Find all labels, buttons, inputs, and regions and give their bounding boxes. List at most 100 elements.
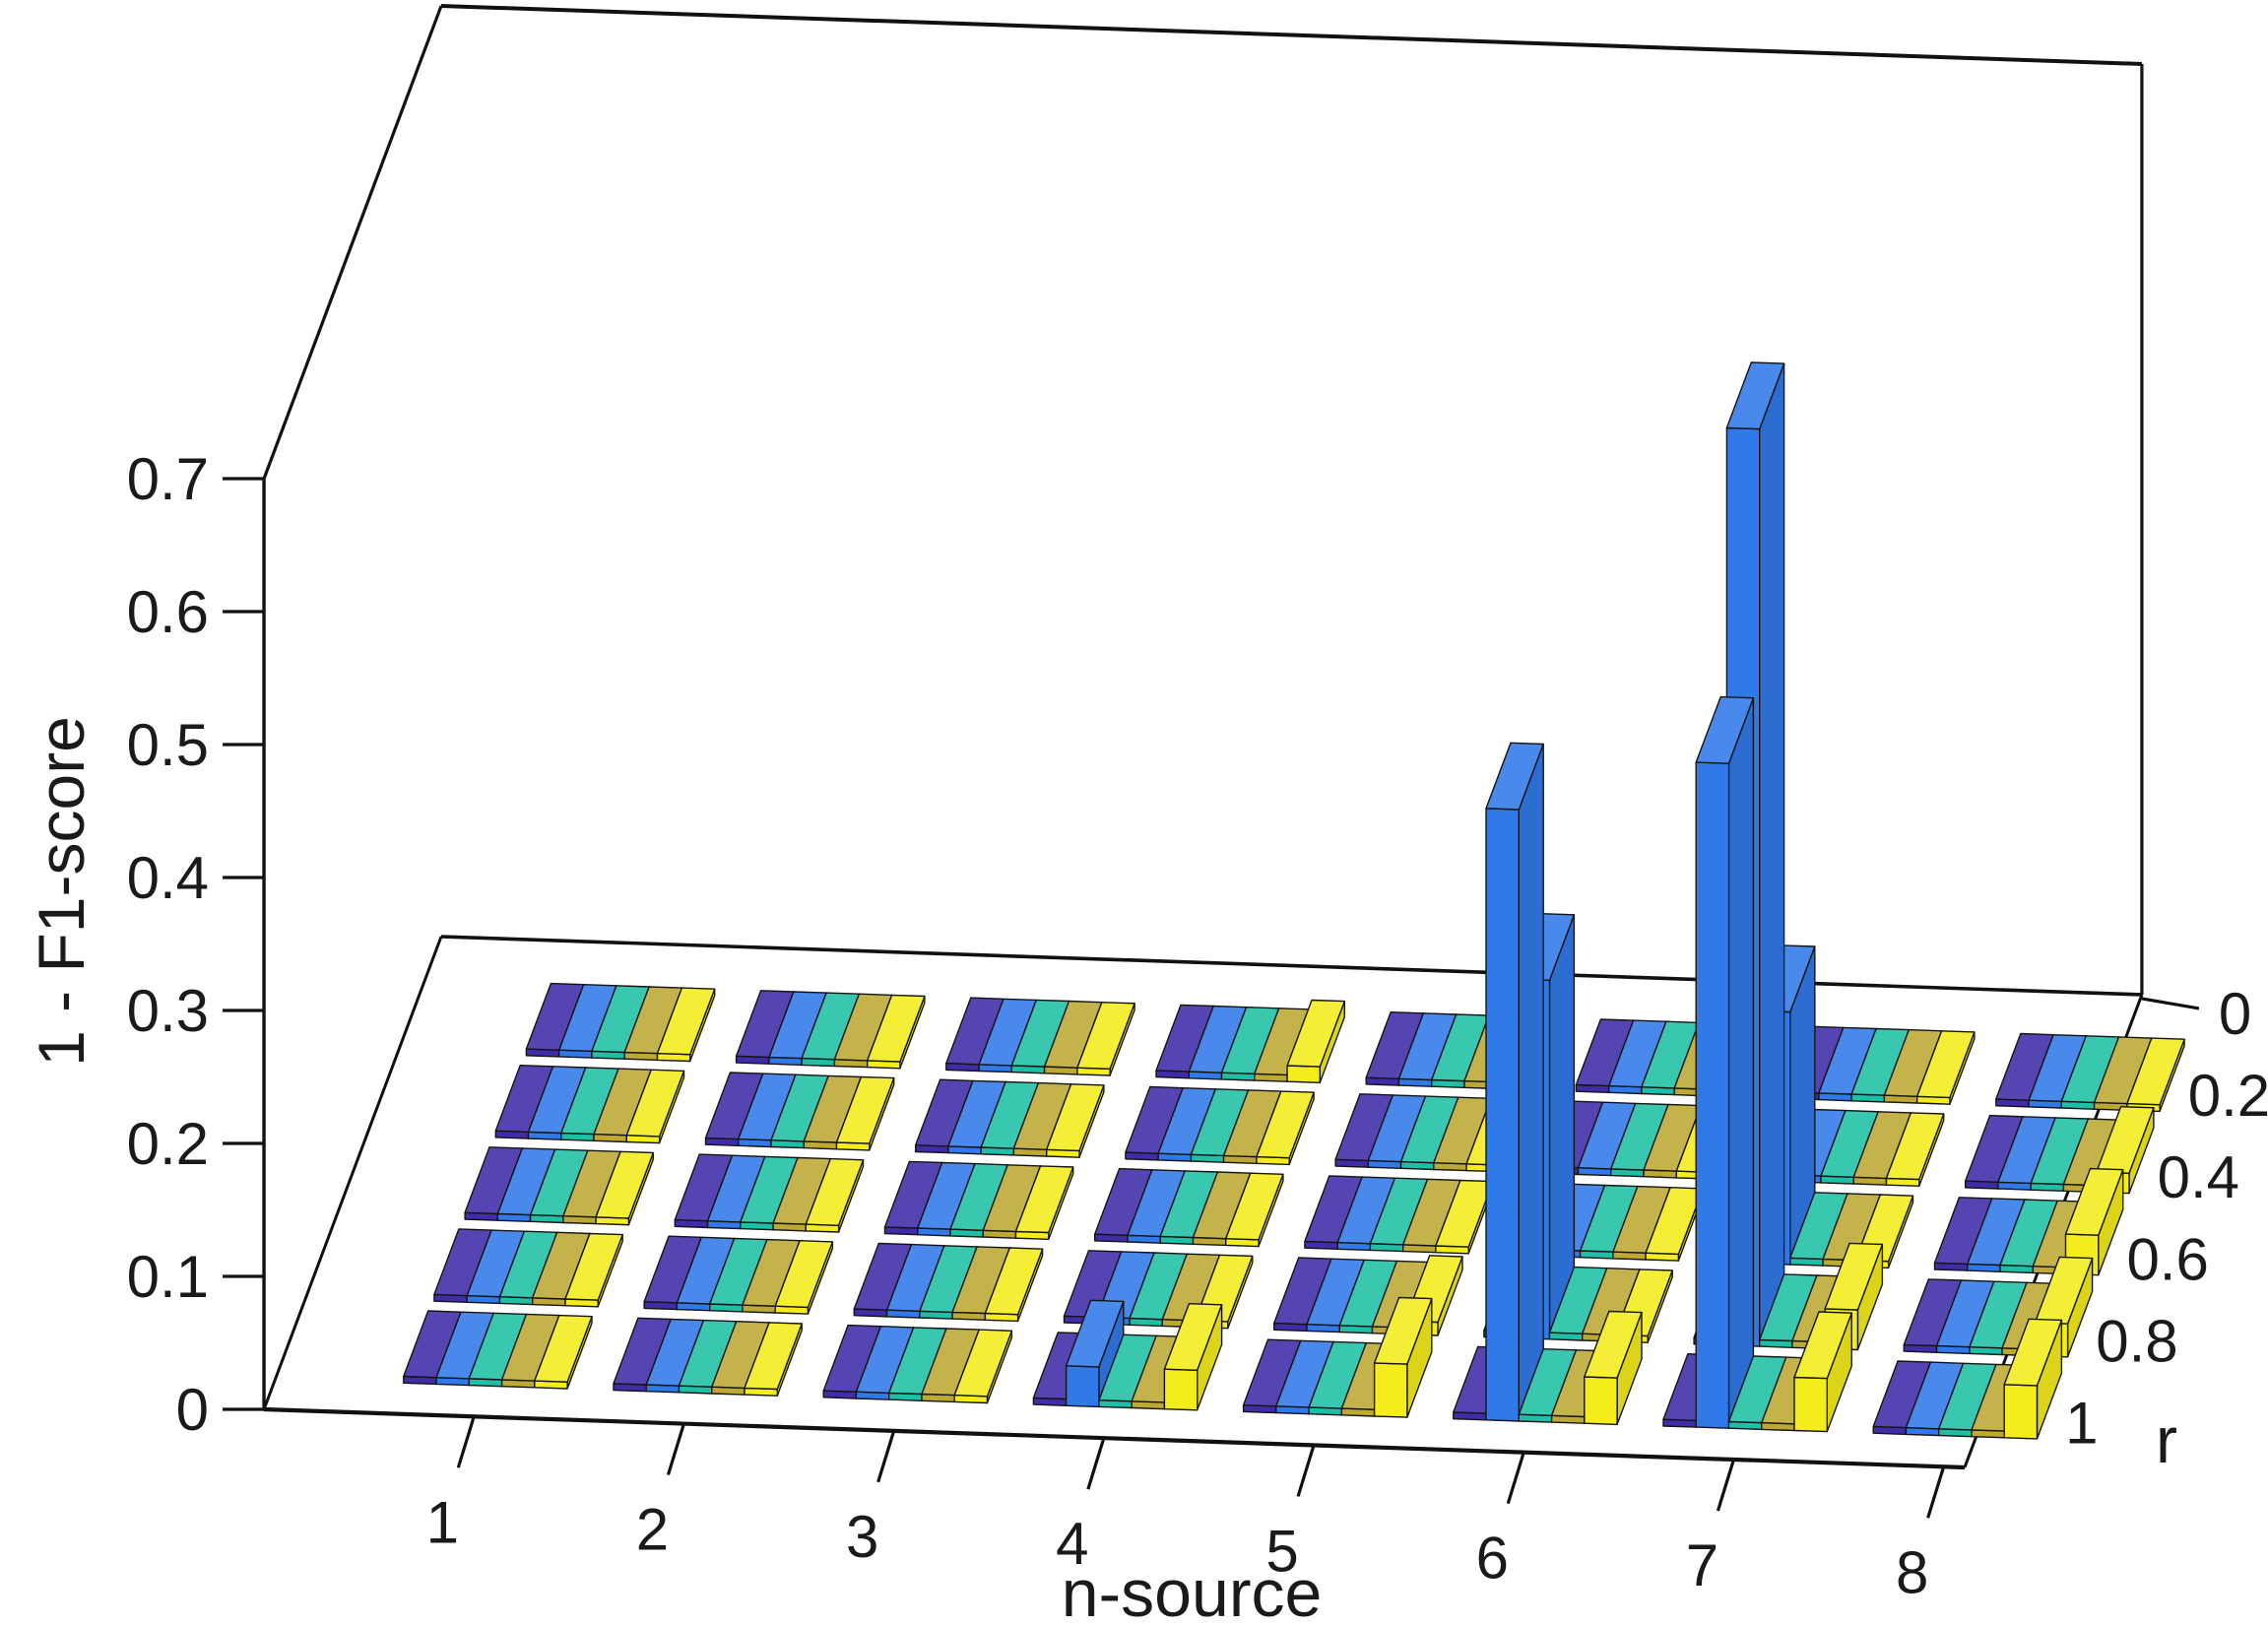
bar-x7-r1-s5 — [1793, 1311, 1852, 1433]
bar-top-face — [1224, 1172, 1284, 1241]
bar-x1-r1-s5 — [534, 1314, 593, 1390]
bar-top-face — [2095, 1105, 2155, 1175]
z-tick-label: 0.2 — [127, 1111, 209, 1177]
bar-top-face — [867, 994, 926, 1063]
bar-top-face — [2034, 1256, 2094, 1325]
bar-front-face — [1485, 808, 1521, 1422]
back-wall-top-edge — [440, 4, 2142, 66]
r-tick — [2141, 997, 2200, 1010]
bar-top-face — [1485, 742, 1544, 811]
bar-front-face — [1695, 761, 1730, 1429]
bar-top-face — [984, 1247, 1044, 1316]
bar-x3-r0.8-s5 — [984, 1247, 1044, 1323]
bar-top-face — [595, 1150, 654, 1219]
bar-top-face — [656, 987, 716, 1056]
bar-top-face — [534, 1314, 593, 1383]
x-tick — [876, 1430, 896, 1483]
floor-back-edge — [440, 935, 2142, 997]
bar-top-face — [1695, 695, 1755, 764]
x-tick-label: 4 — [1056, 1511, 1088, 1577]
bar-x4-r1-s5 — [1163, 1302, 1223, 1411]
x-tick-label: 7 — [1686, 1532, 1718, 1598]
bar-x3-r0.4-s5 — [1045, 1083, 1105, 1158]
bar-x6-r1-s2 — [1485, 742, 1544, 1422]
bar-top-face — [564, 1232, 623, 1301]
bar-x5-r0.6-s5 — [1435, 1179, 1494, 1255]
r-tick-label: 1 — [2065, 1391, 2098, 1457]
bar-x2-r0.2-s5 — [867, 994, 926, 1070]
left-wall-top-edge — [262, 5, 443, 480]
bar-front-face — [1286, 1065, 1322, 1084]
bar-x7-r0.2-s5 — [1915, 1030, 1976, 1105]
r-tick-label: 0 — [2219, 981, 2251, 1047]
bar-side-face — [1518, 743, 1544, 1422]
bar-top-face — [2064, 1167, 2124, 1236]
bar-front-face — [2003, 1384, 2039, 1440]
x-tick-label: 6 — [1476, 1526, 1509, 1592]
bar-top-face — [1915, 1030, 1976, 1099]
floor-left-edge — [262, 936, 443, 1410]
bar-x7-r1-s2 — [1695, 695, 1755, 1429]
z-tick-label: 0 — [176, 1377, 209, 1443]
bar-x4-r0.2-s5 — [1286, 999, 1346, 1084]
bar-top-face — [1076, 1002, 1135, 1071]
x-tick-label: 3 — [846, 1504, 878, 1570]
bar-x3-r1-s5 — [953, 1329, 1013, 1404]
x-tick-label: 1 — [426, 1489, 459, 1555]
bar-x1-r0.8-s5 — [564, 1232, 623, 1308]
x-tick-label: 2 — [636, 1497, 669, 1563]
x-tick — [1086, 1437, 1106, 1490]
x-tick — [1926, 1465, 1946, 1519]
r-tick-label: 0.8 — [2096, 1308, 2177, 1374]
bar-x6-r1-s5 — [1584, 1310, 1643, 1426]
bar-front-face — [1584, 1376, 1618, 1426]
bar-x4-r0.6-s5 — [1224, 1172, 1284, 1248]
bar-x8-r1-s5 — [2003, 1318, 2063, 1440]
x-axis-line — [263, 1406, 1966, 1470]
bar-top-face — [1163, 1302, 1223, 1372]
bar-top-face — [1584, 1310, 1643, 1379]
bar-top-face — [835, 1075, 895, 1144]
bar-top-face — [953, 1329, 1013, 1398]
x-tick-label: 5 — [1265, 1518, 1298, 1584]
bar-x1-r0.4-s5 — [625, 1069, 685, 1144]
z-axis-label: 1 - F1-score — [25, 716, 97, 1067]
x-tick — [456, 1415, 476, 1468]
bar-top-face — [1435, 1179, 1494, 1248]
bar-top-face — [625, 1069, 685, 1138]
bar-top-face — [1885, 1112, 1945, 1181]
bar-top-face — [744, 1322, 803, 1391]
bar-top-face — [1256, 1090, 1315, 1159]
x-tick — [666, 1423, 685, 1476]
z-tick-label: 0.1 — [127, 1244, 209, 1310]
bar-x4-r0.4-s5 — [1256, 1090, 1315, 1166]
bar-top-face — [774, 1239, 834, 1309]
z-tick-label: 0.3 — [127, 978, 209, 1044]
bar-top-face — [1045, 1083, 1105, 1152]
bar-x2-r1-s5 — [744, 1322, 803, 1397]
z-tick-label: 0.5 — [127, 712, 209, 778]
bar-x3-r0.2-s5 — [1076, 1002, 1135, 1076]
bar-top-face — [1065, 1299, 1125, 1368]
x-axis-label: n-source — [1061, 1556, 1323, 1626]
bar-front-face — [1793, 1376, 1829, 1433]
bar-x2-r0.4-s5 — [835, 1075, 895, 1151]
bar-top-face — [1645, 1186, 1705, 1256]
z-tick-label: 0.6 — [127, 579, 209, 645]
r-axis-label: r — [2156, 1403, 2177, 1476]
bar-x2-r0.8-s5 — [774, 1239, 834, 1315]
bar-top-face — [805, 1157, 865, 1227]
bar-top-face — [1793, 1311, 1852, 1380]
r-tick-label: 0.6 — [2126, 1226, 2208, 1292]
x-tick — [1506, 1452, 1525, 1505]
bar-top-face — [1373, 1296, 1433, 1365]
bar-x1-r0.2-s5 — [656, 987, 716, 1063]
bar-x5-r1-s5 — [1373, 1296, 1433, 1418]
x-tick — [1296, 1444, 1316, 1497]
bar-top-face — [1824, 1242, 1884, 1311]
bar-front-face — [1163, 1368, 1199, 1411]
bar-x2-r0.6-s5 — [805, 1157, 865, 1233]
bar-side-face — [1758, 362, 1785, 1347]
